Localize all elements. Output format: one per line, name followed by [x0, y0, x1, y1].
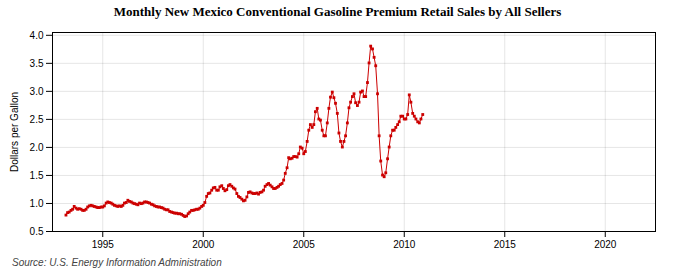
- svg-text:2010: 2010: [393, 239, 416, 250]
- svg-text:3.0: 3.0: [30, 86, 44, 97]
- svg-text:2020: 2020: [594, 239, 617, 250]
- svg-text:2015: 2015: [494, 239, 517, 250]
- html-text:Source: U.S. Energy Informatio: Source: U.S. Energy Information Administ…: [12, 257, 222, 268]
- svg-text:2000: 2000: [192, 239, 215, 250]
- html-text:Monthly New Mexico Conventiona: Monthly New Mexico Conventional Gasoline…: [113, 4, 562, 19]
- svg-text:2005: 2005: [293, 239, 316, 250]
- svg-text:2.5: 2.5: [30, 114, 44, 125]
- svg-text:3.5: 3.5: [30, 58, 44, 69]
- svg-text:4.0: 4.0: [30, 30, 44, 41]
- svg-text:2.0: 2.0: [30, 142, 44, 153]
- svg-text:1.5: 1.5: [30, 170, 44, 181]
- svg-text:0.5: 0.5: [30, 226, 44, 237]
- svg-text:Dollars per Gallon: Dollars per Gallon: [9, 92, 20, 172]
- svg-text:1.0: 1.0: [30, 198, 44, 209]
- svg-text:1995: 1995: [92, 239, 115, 250]
